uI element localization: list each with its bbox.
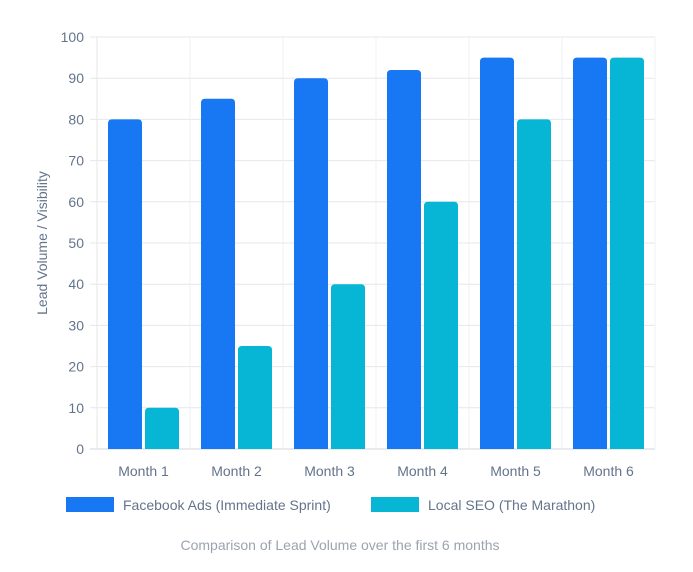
bars xyxy=(108,57,644,450)
legend-swatch xyxy=(371,497,419,512)
x-tick-label: Month 6 xyxy=(583,463,634,479)
x-tick-label: Month 5 xyxy=(490,463,541,479)
bar-facebook-ads xyxy=(201,98,235,450)
y-tick-label: 90 xyxy=(68,70,84,86)
y-tick-label: 60 xyxy=(68,194,84,210)
x-axis: Month 1 Month 2 Month 3 Month 4 Month 5 Month… xyxy=(118,463,634,479)
bar-local-seo xyxy=(145,407,179,449)
y-tick-label: 40 xyxy=(68,276,84,292)
bar-local-seo xyxy=(610,57,644,449)
bar-facebook-ads xyxy=(294,78,328,449)
x-tick-label: Month 2 xyxy=(211,463,262,479)
bar-local-seo xyxy=(517,119,551,450)
legend-label: Facebook Ads (Immediate Sprint) xyxy=(123,497,331,513)
y-tick-label: 30 xyxy=(68,317,84,333)
y-tick-label: 20 xyxy=(68,359,84,375)
bar-facebook-ads xyxy=(573,57,607,449)
x-tick-label: Month 3 xyxy=(304,463,355,479)
bar-facebook-ads xyxy=(480,57,514,449)
y-axis: 0 10 20 30 40 50 60 70 80 90 100 xyxy=(61,29,85,457)
grid xyxy=(90,36,656,450)
legend-swatch xyxy=(66,497,114,512)
y-axis-label: Lead Volume / Visibility xyxy=(34,171,50,315)
bar-local-seo xyxy=(331,284,365,449)
y-tick-label: 0 xyxy=(76,441,84,457)
legend-label: Local SEO (The Marathon) xyxy=(428,497,595,513)
y-tick-label: 80 xyxy=(68,111,84,127)
bar-facebook-ads xyxy=(387,69,421,450)
bar-local-seo xyxy=(238,346,272,449)
legend: Facebook Ads (Immediate Sprint) Local SEO… xyxy=(66,497,595,513)
y-tick-label: 10 xyxy=(68,400,84,416)
x-tick-label: Month 1 xyxy=(118,463,169,479)
y-tick-label: 100 xyxy=(61,29,85,45)
bar-facebook-ads xyxy=(108,119,142,450)
x-tick-label: Month 4 xyxy=(397,463,448,479)
y-tick-label: 50 xyxy=(68,235,84,251)
bar-local-seo xyxy=(424,201,458,449)
chart-caption: Comparison of Lead Volume over the first… xyxy=(180,537,499,553)
y-tick-label: 70 xyxy=(68,153,84,169)
